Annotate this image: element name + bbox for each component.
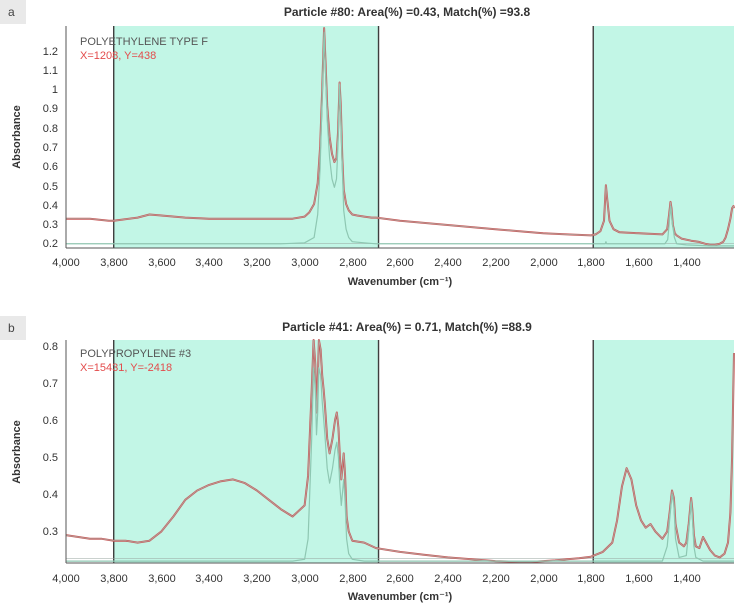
- y-tick-label: 0.5: [43, 181, 58, 193]
- divider-lines: [113, 26, 594, 248]
- spectrum-lines: [65, 339, 735, 563]
- y-tick-label: 1: [52, 84, 58, 96]
- panel-tag: b: [8, 321, 15, 335]
- spectrum-coords: X=1208, Y=438: [80, 50, 156, 62]
- x-tick-label: 2,400: [434, 573, 462, 585]
- x-ticks: 4,000 3,800 3,600 3,400 3,200 3,000 2,80…: [52, 257, 701, 269]
- y-ticks: 0.2 0.3 0.4 0.5 0.6 0.7 0.8 0.9 1 1.1 1.…: [43, 46, 58, 250]
- x-tick-label: 1,400: [673, 257, 701, 269]
- measured-spectrum-inner-line: [65, 339, 735, 563]
- shaded-region: [593, 26, 734, 248]
- x-tick-label: 4,000: [52, 257, 80, 269]
- chart-title: Particle #80: Area(%) =0.43, Match(%) =9…: [284, 5, 531, 19]
- spectrum-name: POLYPROPYLENE #3: [80, 348, 191, 360]
- y-tick-label: 0.6: [43, 415, 58, 427]
- panel-a: a Particle #80: Area(%) =0.43, Match(%) …: [0, 0, 735, 288]
- x-tick-label: 2,000: [530, 257, 558, 269]
- panel-tag-bg: [0, 0, 26, 24]
- x-tick-label: 3,000: [291, 573, 319, 585]
- x-tick-label: 1,800: [577, 257, 605, 269]
- x-tick-label: 3,800: [100, 573, 128, 585]
- x-axis-label: Wavenumber (cm⁻¹): [348, 591, 453, 603]
- y-tick-label: 1.1: [43, 65, 58, 77]
- y-tick-label: 0.5: [43, 452, 58, 464]
- x-tick-label: 2,400: [434, 257, 462, 269]
- x-tick-label: 1,800: [577, 573, 605, 585]
- spectrum-coords: X=15431, Y=-2418: [80, 362, 172, 374]
- panel-tag: a: [8, 5, 15, 19]
- y-tick-label: 0.3: [43, 526, 58, 538]
- x-tick-label: 1,600: [625, 573, 653, 585]
- y-tick-label: 0.7: [43, 142, 58, 154]
- x-tick-label: 3,200: [243, 257, 271, 269]
- y-tick-label: 0.8: [43, 341, 58, 353]
- y-axis-label: Absorbance: [11, 105, 23, 169]
- spectrum-lines: [66, 27, 735, 247]
- x-tick-label: 4,000: [52, 573, 80, 585]
- chart-title: Particle #41: Area(%) = 0.71, Match(%) =…: [282, 320, 532, 334]
- y-tick-label: 0.4: [43, 489, 58, 501]
- x-tick-label: 3,800: [100, 257, 128, 269]
- y-axis-label: Absorbance: [11, 420, 23, 484]
- x-tick-label: 2,800: [339, 257, 367, 269]
- reference-spectrum-line: [66, 367, 734, 562]
- y-tick-label: 0.9: [43, 103, 58, 115]
- x-tick-label: 3,600: [148, 257, 176, 269]
- x-tick-label: 3,200: [243, 573, 271, 585]
- x-ticks: 4,000 3,800 3,600 3,400 3,200 3,000 2,80…: [52, 573, 701, 585]
- reference-spectrum-line: [66, 31, 734, 247]
- x-tick-label: 2,200: [482, 257, 510, 269]
- y-tick-label: 1.2: [43, 46, 58, 58]
- y-tick-label: 0.3: [43, 219, 58, 231]
- shaded-regions: [113, 340, 734, 563]
- divider-lines: [113, 340, 594, 563]
- y-tick-label: 0.7: [43, 378, 58, 390]
- x-tick-label: 3,400: [195, 257, 223, 269]
- panel-tag-bg: [0, 316, 26, 340]
- y-ticks: 0.3 0.4 0.5 0.6 0.7 0.8: [43, 341, 58, 538]
- x-tick-label: 1,400: [673, 573, 701, 585]
- x-axis-label: Wavenumber (cm⁻¹): [348, 276, 453, 288]
- x-tick-label: 2,600: [386, 573, 414, 585]
- x-tick-label: 3,400: [195, 573, 223, 585]
- panel-b: b Particle #41: Area(%) = 0.71, Match(%)…: [0, 316, 735, 603]
- y-tick-label: 0.8: [43, 123, 58, 135]
- x-tick-label: 2,600: [386, 257, 414, 269]
- shaded-region: [113, 26, 379, 248]
- x-tick-label: 2,200: [482, 573, 510, 585]
- x-tick-label: 1,600: [625, 257, 653, 269]
- x-tick-label: 2,800: [339, 573, 367, 585]
- measured-spectrum-inner-line: [66, 27, 735, 246]
- x-tick-label: 3,000: [291, 257, 319, 269]
- y-tick-label: 0.2: [43, 238, 58, 250]
- y-tick-label: 0.6: [43, 161, 58, 173]
- spectrum-name: POLYETHYLENE TYPE F: [80, 36, 208, 48]
- x-tick-label: 2,000: [530, 573, 558, 585]
- y-tick-label: 0.4: [43, 200, 58, 212]
- shaded-regions: [113, 26, 734, 248]
- x-tick-label: 3,600: [148, 573, 176, 585]
